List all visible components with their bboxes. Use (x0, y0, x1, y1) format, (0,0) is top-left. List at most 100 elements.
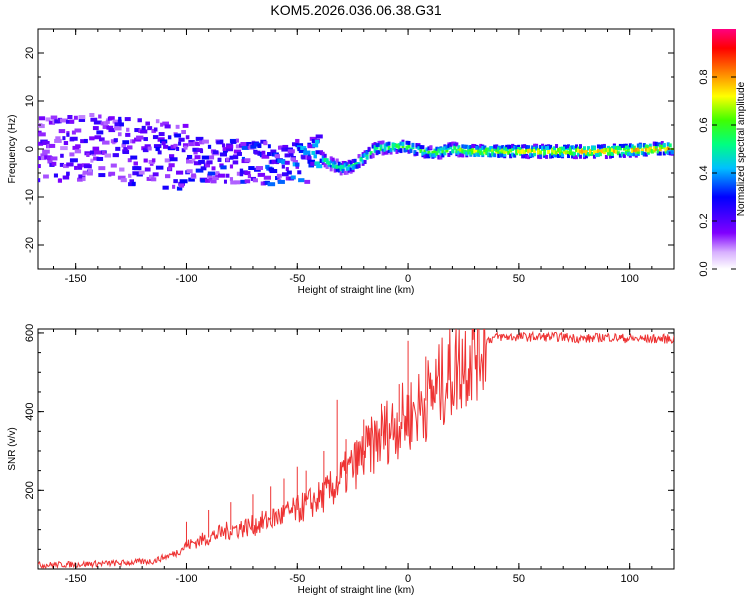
heatmap-cell (628, 151, 632, 156)
heatmap-cell (69, 158, 78, 163)
heatmap-cell (507, 150, 511, 155)
heatmap-cell (459, 147, 463, 152)
heatmap-cell (270, 149, 277, 154)
heatmap-cell (461, 144, 465, 149)
heatmap-cell (63, 141, 69, 146)
heatmap-cell (652, 148, 656, 153)
heatmap-cell (178, 141, 182, 146)
heatmap-cell (592, 154, 596, 159)
heatmap-cell (555, 144, 559, 149)
heatmap-cell (525, 145, 529, 150)
heatmap-cell (598, 144, 602, 149)
heatmap-cell (628, 143, 632, 148)
heatmap-cell (155, 119, 160, 124)
heatmap-cell (86, 152, 90, 157)
heatmap-cell (612, 149, 616, 154)
heatmap-cell (658, 151, 662, 156)
heatmap-cell (247, 174, 252, 179)
heatmap-cell (373, 148, 377, 153)
heatmap-cell (455, 142, 459, 147)
heatmap-cell (284, 160, 290, 165)
heatmap-cell (123, 147, 129, 152)
heatmap-cell (477, 150, 481, 155)
heatmap-cell (650, 149, 654, 154)
heatmap-cell (144, 144, 151, 149)
heatmap-cell (369, 151, 373, 156)
heatmap-cell (257, 144, 262, 149)
heatmap-cell (353, 164, 357, 169)
heatmap-cell (503, 146, 507, 151)
heatmap-cell (389, 150, 393, 155)
heatmap-cell (319, 151, 323, 156)
heatmap-cell (329, 167, 333, 172)
heatmap-cell (241, 145, 250, 150)
heatmap-cell (329, 156, 333, 161)
heatmap-cell (521, 154, 525, 159)
heatmap-cell (525, 154, 529, 159)
heatmap-cell (457, 145, 461, 150)
heatmap-cell (128, 173, 132, 178)
heatmap-cell (485, 151, 489, 156)
heatmap-cell (469, 147, 473, 152)
heatmap-cell (592, 150, 596, 155)
heatmap-cell (387, 145, 391, 150)
heatmap-cell (413, 150, 417, 155)
heatmap-cell (590, 151, 594, 156)
heatmap-cell (658, 147, 662, 152)
heatmap-cell (409, 148, 413, 153)
heatmap-cell (117, 119, 122, 124)
heatmap-cell (112, 119, 120, 124)
heatmap-cell (620, 151, 624, 156)
heatmap-cell (132, 139, 136, 144)
heatmap-cell (461, 153, 465, 158)
heatmap-cell (316, 164, 323, 169)
heatmap-cell (495, 144, 499, 149)
heatmap-cell (411, 143, 415, 148)
heatmap-cell (437, 148, 441, 153)
heatmap-cell (186, 154, 193, 159)
chart-title: KOM5.2026.036.06.38.G31 (270, 2, 441, 18)
heatmap-cell (606, 145, 610, 150)
heatmap-cell (624, 145, 628, 150)
heatmap-cell (206, 160, 213, 165)
heatmap-cell (140, 129, 148, 134)
heatmap-cell (90, 158, 94, 163)
heatmap-cell (148, 174, 155, 179)
heatmap-cell (185, 135, 190, 140)
heatmap-cell (108, 116, 115, 121)
heatmap-cell (276, 173, 282, 178)
heatmap-cell (495, 147, 499, 152)
heatmap-cell (501, 148, 505, 153)
heatmap-cell (369, 154, 373, 159)
heatmap-cell (82, 177, 86, 182)
heatmap-cell (38, 116, 46, 121)
heatmap-cell (668, 151, 672, 156)
heatmap-cell (46, 156, 54, 161)
heatmap-cell (574, 147, 578, 152)
heatmap-cell (541, 145, 545, 150)
heatmap-cell (439, 147, 443, 152)
heatmap-cell (141, 125, 146, 130)
heatmap-cell (539, 144, 543, 149)
heatmap-cell (463, 144, 467, 149)
heatmap-cell (429, 152, 433, 157)
heatmap-cell (457, 153, 461, 158)
heatmap-cell (108, 128, 116, 133)
heatmap-cell (586, 146, 590, 151)
x-tick-label: -150 (65, 573, 87, 585)
heatmap-cell (232, 160, 239, 165)
heatmap-cell (634, 151, 638, 156)
heatmap-cell (303, 148, 307, 153)
heatmap-cell (239, 172, 244, 177)
heatmap-cell (131, 181, 136, 186)
heatmap-cell (584, 154, 588, 159)
heatmap-cell (449, 145, 453, 150)
heatmap-cell (549, 144, 553, 149)
heatmap-cell (363, 160, 367, 165)
heatmap-cell (286, 170, 292, 175)
heatmap-cell (475, 149, 479, 154)
heatmap-cell (523, 144, 527, 149)
heatmap-cell (515, 151, 519, 156)
heatmap-cell (543, 147, 547, 152)
heatmap-cell (351, 159, 355, 164)
